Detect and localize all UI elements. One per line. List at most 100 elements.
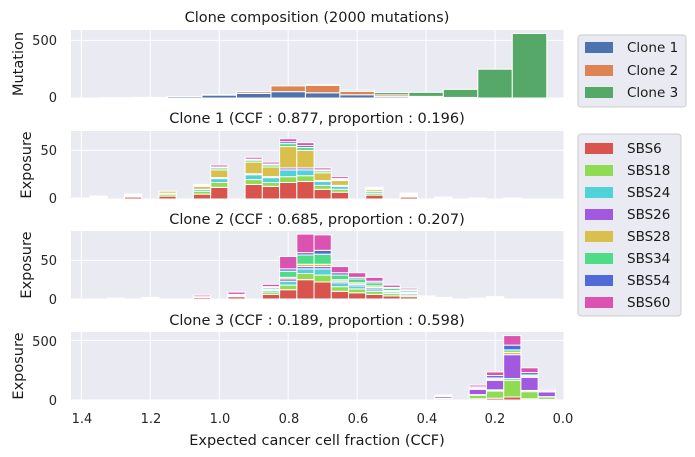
bar-segment <box>304 92 341 99</box>
bar-segment <box>296 181 315 200</box>
bar-segment <box>365 293 384 300</box>
bar-segment <box>503 344 522 351</box>
bar-segment <box>434 196 453 199</box>
bar-segment <box>348 278 367 284</box>
bar-segment <box>468 388 487 396</box>
legend-swatch-sbs60 <box>585 297 613 308</box>
bar-segment <box>365 276 384 282</box>
bar-segment <box>330 180 350 186</box>
bar-segment <box>235 92 272 99</box>
bar-segment <box>313 281 332 300</box>
y-axis-label: Exposure <box>11 332 27 399</box>
bar-segment <box>270 85 306 93</box>
bar-segment <box>330 176 350 180</box>
legend-label: SBS26 <box>627 207 670 223</box>
bar-segment <box>382 284 401 288</box>
bar-segment <box>244 179 263 185</box>
bar-segment <box>279 256 298 270</box>
bars <box>72 138 522 200</box>
bar-segment <box>296 233 315 254</box>
bar-segment <box>279 146 298 169</box>
bar-segment <box>210 169 229 179</box>
bar-segment <box>261 185 281 200</box>
bar-segment <box>192 294 212 298</box>
legend-swatch-clone-3 <box>585 87 613 98</box>
bar-segment <box>442 88 479 98</box>
bar-segment <box>330 191 350 200</box>
bar-segment <box>468 384 487 388</box>
bars <box>434 335 556 401</box>
legend-swatch-sbs28 <box>585 231 613 242</box>
bar-segment <box>279 280 298 286</box>
panel-title: Clone 1 (CCF : 0.877, proportion : 0.196… <box>169 111 464 127</box>
bar-segment <box>520 367 539 374</box>
bar-segment <box>192 193 212 200</box>
bar-segment <box>132 96 169 99</box>
bar-segment <box>468 297 487 300</box>
y-axis-label: Exposure <box>19 231 35 298</box>
bar-segment <box>279 176 298 183</box>
bar-segment <box>330 282 350 288</box>
legend-swatch-sbs54 <box>585 275 613 286</box>
bar-segment <box>89 195 108 198</box>
bar-segment <box>201 94 237 96</box>
bar-segment <box>227 291 246 295</box>
bar-segment <box>485 379 505 391</box>
panel-clone-1: Clone 1 (CCF : 0.877, proportion : 0.196… <box>19 111 565 207</box>
legend-clones: Clone 1 Clone 2 Clone 3 <box>577 34 687 108</box>
bar-segment <box>503 354 522 380</box>
bar-segment <box>416 295 436 298</box>
bar-segment <box>167 96 203 99</box>
y-tick-label: 500 <box>32 34 57 49</box>
legend-swatch-sbs24 <box>585 187 613 198</box>
bar-segment <box>296 273 315 281</box>
legend-label: Clone 3 <box>627 85 678 101</box>
bar-segment <box>296 142 315 147</box>
bar-segment <box>537 391 556 398</box>
bar-segment <box>123 193 143 196</box>
bars <box>106 233 505 300</box>
bar-segment <box>141 296 160 299</box>
bar-segment <box>296 175 315 183</box>
bar-segment <box>158 190 177 194</box>
legend-swatch-sbs26 <box>585 209 613 220</box>
bar-segment <box>434 296 453 299</box>
bar-segment <box>296 169 315 177</box>
bar-segment <box>279 270 298 278</box>
bar-segment <box>348 272 367 278</box>
panel-clone-3: Clone 3 (CCF : 0.189, proportion : 0.598… <box>11 313 565 409</box>
bar-segment <box>434 394 453 397</box>
y-axis-label: Mutation <box>11 32 27 96</box>
bar-segment <box>261 293 281 300</box>
bar-segment <box>373 92 410 96</box>
bar-segment <box>399 287 418 291</box>
x-tick-label: 1.0 <box>210 412 231 427</box>
bar-segment <box>72 197 91 200</box>
bar-segment <box>210 164 229 168</box>
panel-title: Clone 3 (CCF : 0.189, proportion : 0.598… <box>169 313 464 329</box>
bar-segment <box>261 177 281 183</box>
bar-segment <box>537 388 556 392</box>
bar-segment <box>235 91 272 94</box>
y-tick-label: 500 <box>32 335 57 350</box>
panel-clone-2: Clone 2 (CCF : 0.685, proportion : 0.207… <box>19 212 565 308</box>
x-tick-label: 0.6 <box>348 412 369 427</box>
bar-segment <box>296 149 315 169</box>
x-tick-label: 1.4 <box>72 412 93 427</box>
legend-swatch-clone-1 <box>585 42 613 53</box>
bar-segment <box>399 192 418 195</box>
legend-label: SBS18 <box>627 163 670 179</box>
legend-swatch-clone-2 <box>585 65 613 76</box>
bar-segment <box>304 84 341 86</box>
x-tick-label: 0.8 <box>279 412 300 427</box>
x-tick-label: 0.4 <box>417 412 438 427</box>
y-tick-label: 0 <box>49 394 57 409</box>
bar-segment <box>270 91 306 99</box>
bar-segment <box>279 138 298 143</box>
bar-segment <box>511 32 548 99</box>
y-tick-label: 0 <box>49 192 57 207</box>
y-tick-label: 0 <box>49 293 57 308</box>
bar-segment <box>244 174 263 181</box>
x-tick-label: 0.2 <box>485 412 506 427</box>
bar-segment <box>339 90 375 96</box>
